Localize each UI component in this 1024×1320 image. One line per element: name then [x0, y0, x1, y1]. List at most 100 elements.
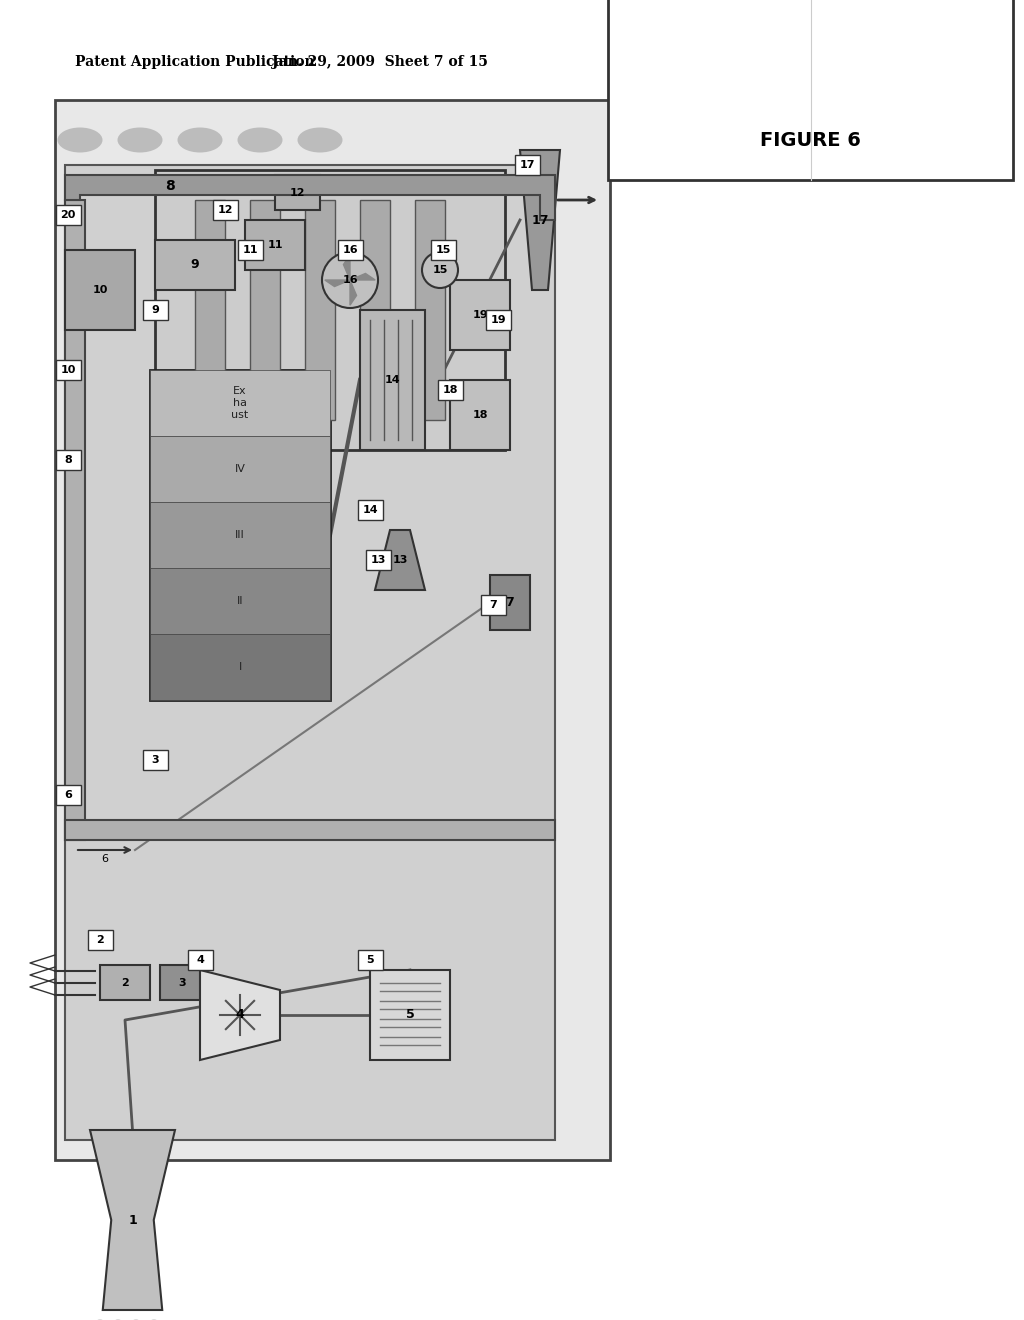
Text: 8: 8 — [165, 180, 175, 193]
Bar — [143, 300, 168, 319]
Bar — [100, 965, 150, 1001]
Text: 2: 2 — [96, 935, 103, 945]
Bar — [150, 436, 330, 502]
Ellipse shape — [57, 128, 102, 153]
Text: 17: 17 — [531, 214, 549, 227]
Bar — [450, 380, 510, 450]
Text: 8: 8 — [65, 455, 72, 465]
Bar — [65, 201, 85, 840]
Bar — [245, 220, 305, 271]
Bar — [275, 176, 319, 210]
Bar — [150, 634, 330, 700]
Text: 10: 10 — [60, 366, 76, 375]
Bar — [431, 240, 456, 260]
Bar — [155, 240, 234, 290]
Text: 9: 9 — [152, 305, 159, 315]
Text: 17: 17 — [519, 160, 535, 170]
Text: 13: 13 — [371, 554, 386, 565]
Bar — [490, 576, 530, 630]
Bar — [56, 360, 81, 380]
Text: Ex
ha
ust: Ex ha ust — [231, 387, 249, 420]
Text: I: I — [239, 663, 242, 672]
Bar — [65, 820, 555, 840]
Bar — [143, 750, 168, 770]
Text: 3: 3 — [178, 978, 185, 987]
Text: IV: IV — [234, 465, 246, 474]
Text: FIGURE 6: FIGURE 6 — [760, 131, 861, 149]
Text: Patent Application Publication: Patent Application Publication — [75, 55, 314, 69]
Text: 3: 3 — [152, 755, 159, 766]
Bar — [415, 201, 445, 420]
Text: 4: 4 — [196, 954, 204, 965]
Text: 1: 1 — [128, 1213, 137, 1226]
Text: 13: 13 — [392, 554, 408, 565]
Polygon shape — [200, 970, 280, 1060]
Bar — [250, 201, 280, 420]
Ellipse shape — [118, 128, 163, 153]
Polygon shape — [375, 531, 425, 590]
Text: 5: 5 — [367, 954, 374, 965]
Bar — [155, 170, 505, 450]
Text: Jan. 29, 2009  Sheet 7 of 15: Jan. 29, 2009 Sheet 7 of 15 — [272, 55, 488, 69]
Text: 4: 4 — [236, 1008, 245, 1022]
Text: 11: 11 — [267, 240, 283, 249]
Bar — [56, 205, 81, 224]
Polygon shape — [350, 273, 375, 280]
Bar — [370, 970, 450, 1060]
Bar — [486, 310, 511, 330]
Text: 15: 15 — [435, 246, 451, 255]
Polygon shape — [350, 280, 356, 305]
Text: 14: 14 — [362, 506, 378, 515]
Text: 12: 12 — [217, 205, 232, 215]
Text: 7: 7 — [506, 597, 514, 610]
Polygon shape — [90, 1130, 175, 1309]
Bar — [195, 201, 225, 420]
Bar — [88, 931, 113, 950]
Text: 6: 6 — [101, 854, 109, 865]
Text: 5: 5 — [406, 1008, 415, 1022]
Bar — [481, 595, 506, 615]
Bar — [305, 201, 335, 420]
Bar — [608, 0, 1013, 180]
Bar — [360, 201, 390, 420]
Bar — [360, 310, 425, 450]
Bar — [366, 550, 391, 570]
Text: 2: 2 — [121, 978, 129, 987]
Text: 16: 16 — [342, 275, 357, 285]
Text: 9: 9 — [190, 259, 200, 272]
Bar — [450, 280, 510, 350]
Ellipse shape — [298, 128, 342, 153]
Text: 18: 18 — [442, 385, 458, 395]
Bar — [150, 502, 330, 568]
Bar — [338, 240, 362, 260]
Text: 10: 10 — [92, 285, 108, 294]
Bar — [65, 249, 135, 330]
Bar — [150, 370, 330, 700]
Bar — [65, 165, 555, 1140]
Bar — [160, 965, 205, 1001]
Bar — [515, 154, 540, 176]
Bar — [213, 201, 238, 220]
Circle shape — [422, 252, 458, 288]
Text: 11: 11 — [243, 246, 258, 255]
Text: 14: 14 — [385, 375, 400, 385]
Text: 18: 18 — [472, 411, 487, 420]
Bar — [56, 450, 81, 470]
Polygon shape — [325, 280, 350, 286]
Text: III: III — [236, 531, 245, 540]
Polygon shape — [520, 150, 560, 290]
Text: 19: 19 — [472, 310, 487, 319]
Bar — [56, 785, 81, 805]
Bar — [438, 380, 463, 400]
Circle shape — [322, 252, 378, 308]
Text: 12: 12 — [289, 187, 305, 198]
Bar — [358, 500, 383, 520]
Text: US 2009/0025555 A1: US 2009/0025555 A1 — [780, 55, 943, 69]
Text: 19: 19 — [490, 315, 506, 325]
Text: 6: 6 — [65, 789, 72, 800]
Text: 16: 16 — [342, 246, 357, 255]
Polygon shape — [343, 255, 350, 280]
Text: 7: 7 — [489, 601, 497, 610]
Ellipse shape — [177, 128, 222, 153]
Polygon shape — [65, 176, 555, 220]
